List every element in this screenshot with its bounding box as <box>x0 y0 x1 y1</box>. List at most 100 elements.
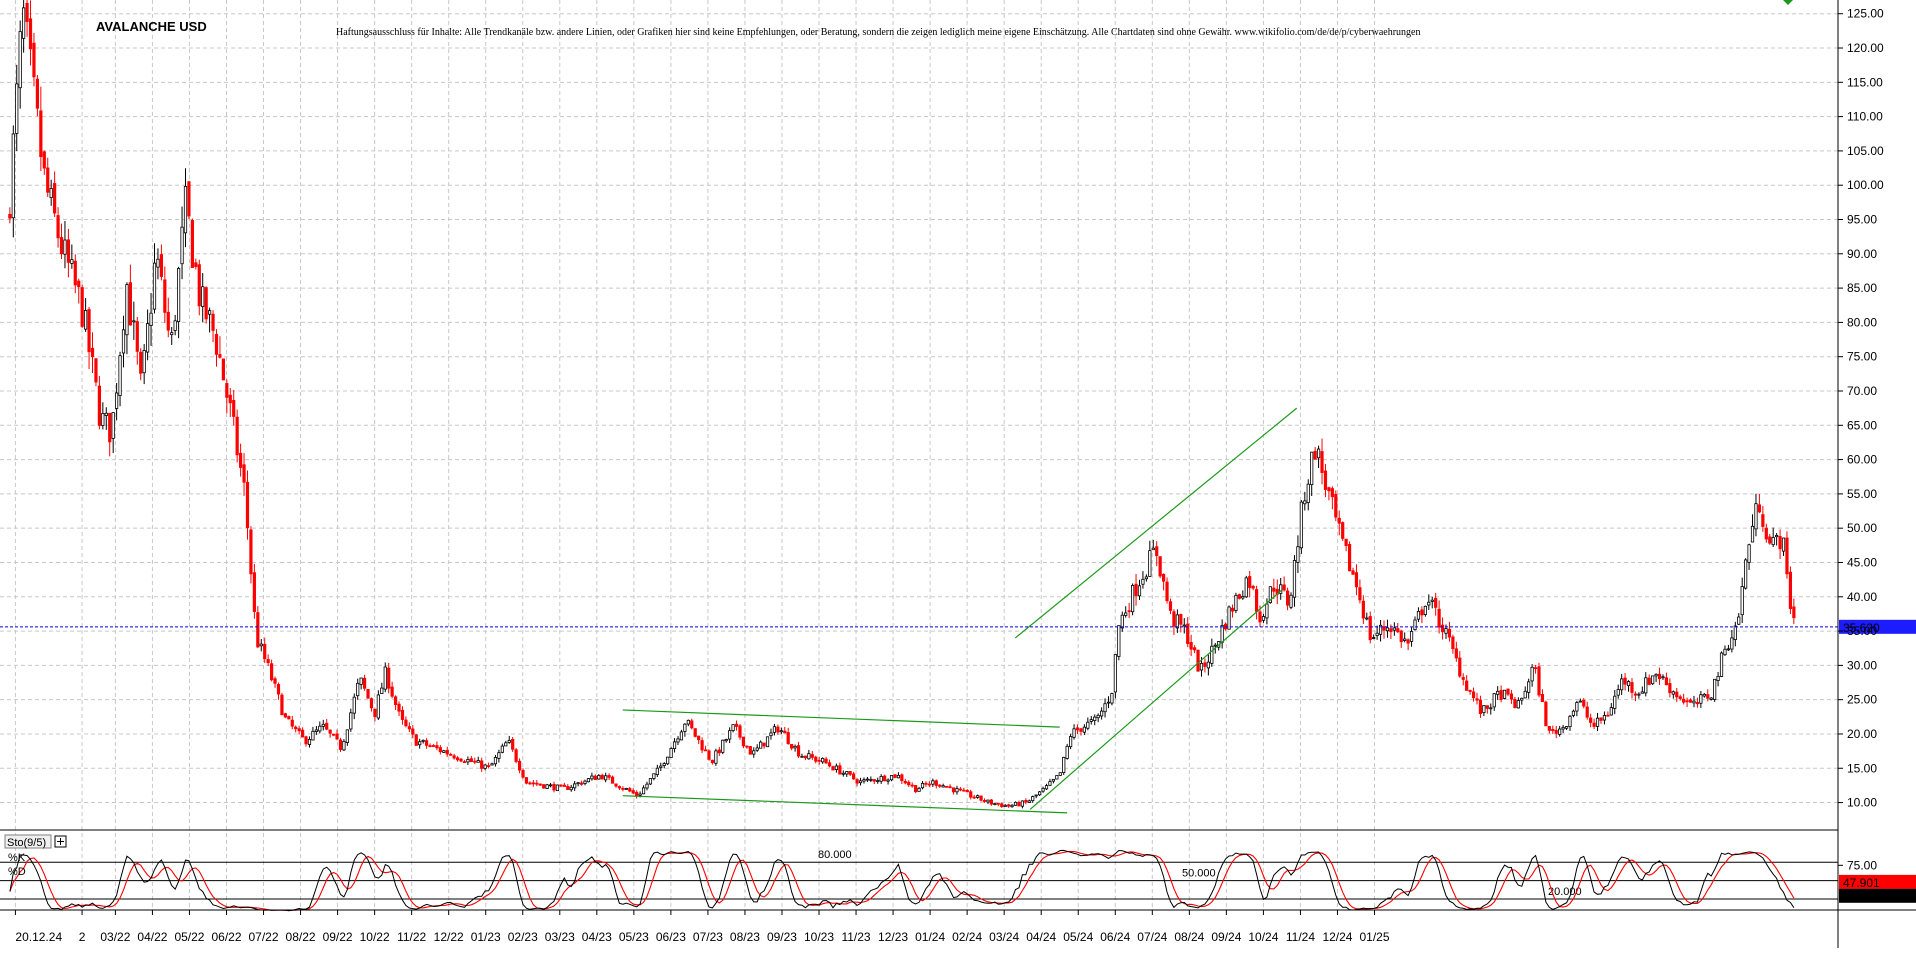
candle-body <box>201 286 205 307</box>
y-tick-label: 60.00 <box>1847 453 1877 467</box>
candle-body <box>524 777 529 784</box>
candle-body <box>1606 714 1610 717</box>
candle-body <box>483 764 487 769</box>
candle-body <box>1506 688 1510 695</box>
candle-body <box>497 752 501 759</box>
candle-body <box>1048 781 1052 786</box>
candle-body <box>776 726 780 733</box>
candle-body <box>1010 804 1014 808</box>
candle-body <box>369 698 374 709</box>
x-tick-label: 07/24 <box>1137 930 1167 944</box>
candle-body <box>914 785 918 793</box>
candle-body <box>159 254 163 277</box>
candle-body <box>397 703 401 712</box>
candle-body <box>972 796 976 799</box>
candle-body <box>900 774 904 782</box>
candle-body <box>359 677 363 685</box>
candle-body <box>328 729 332 734</box>
candle-body <box>59 237 64 255</box>
candle-body <box>221 358 225 381</box>
candle-body <box>1131 585 1135 613</box>
candle-body <box>163 279 167 313</box>
candle-body <box>1502 689 1507 699</box>
candle-body <box>1372 637 1376 639</box>
x-tick-label: 09/23 <box>767 930 797 944</box>
y-tick-label: 65.00 <box>1847 418 1877 432</box>
candle-body <box>593 775 597 780</box>
candle-body <box>1086 721 1090 729</box>
current-price-label: 35.620 <box>1843 621 1880 635</box>
candle-body <box>845 771 849 775</box>
candle-body <box>710 759 715 763</box>
candle-body <box>290 719 294 727</box>
candle-body <box>896 774 901 779</box>
candle-body <box>1031 796 1035 802</box>
candle-body <box>965 790 969 793</box>
candle-body <box>1768 536 1772 544</box>
candle-body <box>514 749 518 762</box>
candle-body <box>941 785 945 788</box>
candle-body <box>1568 715 1572 728</box>
candle-body <box>741 736 746 747</box>
candle-body <box>869 778 873 781</box>
candle-body <box>628 788 632 792</box>
candle-body <box>1306 483 1310 503</box>
candle-body <box>1458 657 1462 677</box>
candle-body <box>1523 690 1527 699</box>
candle-body <box>624 788 628 790</box>
candle-body <box>469 758 473 763</box>
candle-body <box>796 745 801 757</box>
candle-body <box>862 779 866 782</box>
candle-body <box>455 757 460 761</box>
candle-body <box>1103 703 1107 713</box>
candle-body <box>1148 550 1152 577</box>
candle-body <box>1158 556 1162 577</box>
candle-body <box>907 781 911 786</box>
stoch-y-label: 75.00 <box>1847 858 1877 872</box>
candle-body <box>1113 654 1117 693</box>
candle-body <box>745 745 749 748</box>
candle-body <box>300 729 305 738</box>
candle-body <box>407 726 411 730</box>
candle-body <box>1778 536 1782 550</box>
candle-body <box>331 733 336 736</box>
y-tick-label: 25.00 <box>1847 693 1877 707</box>
candle-body <box>597 775 601 780</box>
candle-body <box>139 351 143 374</box>
candle-body <box>49 188 53 198</box>
candle-body <box>438 747 442 753</box>
candle-body <box>945 785 949 788</box>
candle-body <box>576 782 580 785</box>
candle-body <box>714 750 718 764</box>
candle-body <box>349 712 353 730</box>
candle-body <box>1382 626 1386 631</box>
candle-body <box>951 787 956 793</box>
indicator-name-box <box>4 834 52 849</box>
x-tick-label: 02/24 <box>952 930 982 944</box>
candle-body <box>1165 581 1169 602</box>
candle-body <box>297 728 301 732</box>
candle-body <box>90 347 95 358</box>
stoch-level-label: 20.000 <box>1548 886 1582 898</box>
candle-body <box>1571 710 1576 716</box>
candle-body <box>535 782 539 785</box>
candle-body <box>1492 693 1496 708</box>
candle-body <box>548 784 553 787</box>
indicator-legend: Sto(9/5) %K %D <box>4 834 67 878</box>
candle-body <box>1192 647 1197 651</box>
candle-body <box>1137 585 1142 597</box>
candle-body <box>1454 648 1458 659</box>
candle-body <box>428 745 432 748</box>
candle-body <box>1058 772 1062 776</box>
candle-body <box>1017 802 1021 807</box>
candle-body <box>142 350 146 374</box>
candle-body <box>1203 662 1207 667</box>
candle-body <box>1072 728 1076 738</box>
candle-body <box>1589 717 1593 723</box>
candle-body <box>1719 652 1724 677</box>
candle-body <box>18 31 22 89</box>
candle-body <box>1599 717 1603 721</box>
candle-body <box>1702 693 1706 697</box>
candle-body <box>724 738 728 742</box>
